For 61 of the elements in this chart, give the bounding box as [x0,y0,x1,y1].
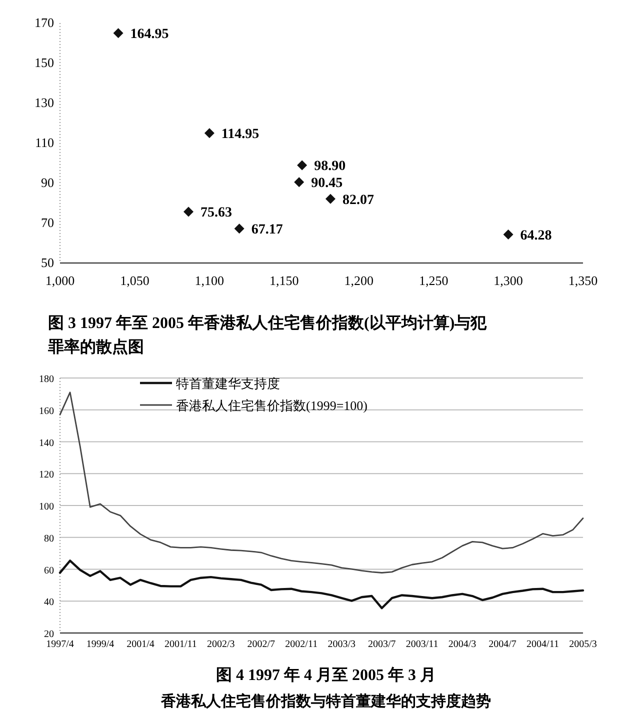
y-tick-label: 140 [39,438,54,449]
x-tick-label: 2003/11 [406,639,438,650]
x-tick-label: 2001/11 [164,639,197,650]
x-tick-label: 1,350 [568,273,598,288]
x-tick-label: 1,000 [45,273,75,288]
data-label: 114.95 [221,127,260,142]
x-tick-label: 1,200 [344,273,374,288]
x-tick-label: 1,150 [270,273,299,288]
text: 香港私人住宅售价指数与特首董建华的支持度趋势 [160,692,491,710]
point [234,224,244,234]
point [113,28,124,38]
x-tick-label: 1,250 [418,273,448,288]
x-tick-label: 2004/3 [448,639,476,650]
y-tick-label: 160 [39,406,54,417]
x-tick-label: 1997/4 [46,639,74,650]
y-tick-label: 60 [44,565,54,576]
legend-label: 香港私人住宅售价指数(1999=100) [176,398,368,413]
x-tick-label: 1,300 [494,273,523,288]
point [184,206,194,217]
y-tick-label: 80 [44,533,54,544]
line-series [59,392,584,574]
y-tick-label: 110 [34,135,54,150]
x-tick-label: 2004/7 [488,639,516,650]
text: 图 3 1997 年至 2005 年香港私人住宅售价指数(以平均计算)与犯罪率的散点图 [47,313,488,356]
y-tick-label: 40 [44,597,54,608]
y-tick-label: 130 [34,95,54,110]
x-tick-label: 1,100 [194,273,224,288]
point [503,229,514,240]
legend-label: 特首董建华支持度 [176,376,280,391]
x-tick-label: 2003/3 [328,639,356,650]
y-tick-label: 90 [41,175,54,190]
x-tick-label: 2005/3 [569,639,597,650]
data-label: 90.45 [311,176,343,192]
x-tick-label: 2002/11 [285,639,318,650]
point [297,160,308,170]
data-label: 164.95 [130,27,169,42]
y-tick-label: 120 [39,470,54,481]
y-tick-label: 150 [34,55,54,70]
x-tick-label: 2001/4 [126,639,154,650]
line-series [58,560,584,610]
x-tick-label: 1999/4 [86,639,114,650]
x-tick-label: 1,050 [120,273,150,288]
y-tick-label: 100 [39,502,54,512]
x-tick-label: 2003/7 [368,639,396,650]
x-tick-label: 2002/3 [207,639,235,650]
y-tick-label: 50 [41,255,54,270]
y-tick-label: 170 [34,15,54,30]
data-label: 98.90 [314,159,346,174]
data-label: 82.07 [342,192,374,208]
point [325,194,336,204]
x-tick-label: 2004/11 [526,639,559,650]
data-label: 75.63 [200,206,232,221]
point [204,128,214,138]
y-tick-label: 180 [39,374,54,385]
point [294,177,304,188]
y-tick-label: 20 [44,629,54,640]
data-label: 64.28 [520,228,552,244]
y-tick-label: 70 [41,215,54,230]
data-label: 67.17 [251,222,283,238]
x-tick-label: 2002/7 [247,639,276,650]
text: 图 4 1997 年 4 月至 2005 年 3 月 [216,666,436,684]
